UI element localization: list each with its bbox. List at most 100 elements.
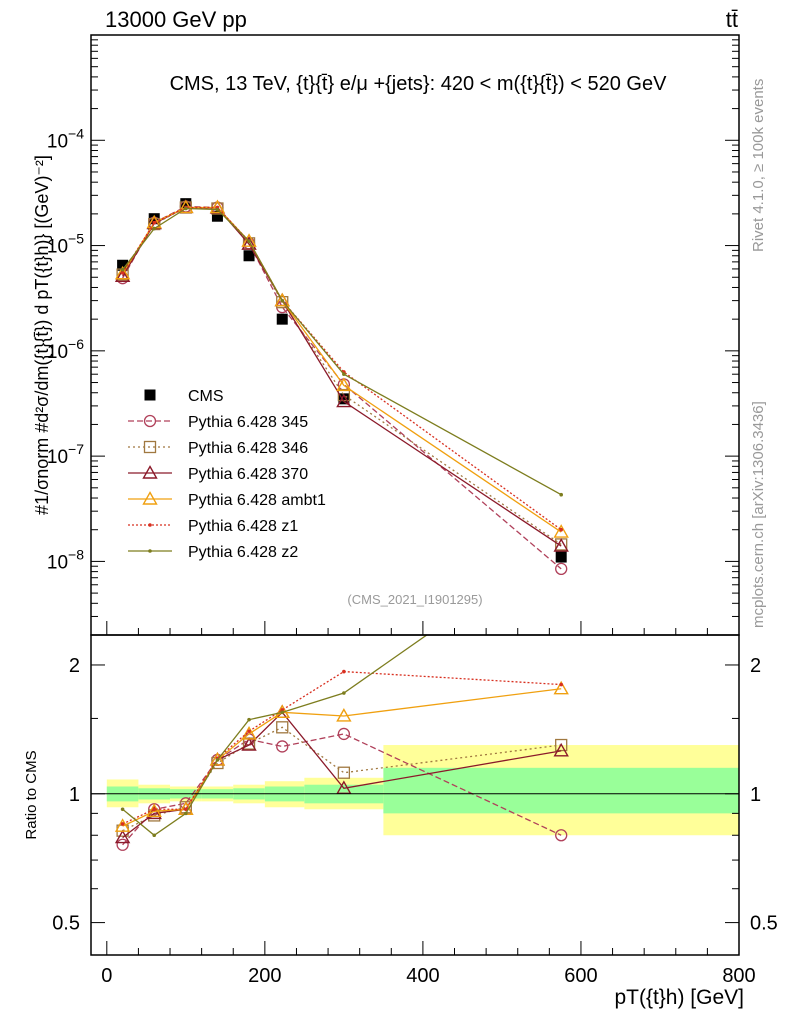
x-axis-label: pT({t}h) [GeV]: [614, 986, 744, 1009]
ratio-y-tick-label: 0.5: [52, 913, 80, 935]
ratio-uncertainty-bands: [106, 745, 739, 836]
series-line: [122, 206, 562, 533]
legend-entry: Pythia 6.428 z1: [128, 518, 298, 535]
legend-label: Pythia 6.428 ambt1: [188, 492, 326, 509]
ratio-line: [122, 670, 562, 825]
data-point: [211, 210, 223, 222]
legend-label: Pythia 6.428 346: [188, 440, 308, 457]
legend-entry: Pythia 6.428 346: [128, 440, 308, 457]
legend-marker: [144, 389, 156, 401]
main-y-tick-label: 10−6: [47, 336, 84, 363]
data-point: [555, 562, 568, 575]
ratio-point: [152, 807, 157, 812]
data-point: [555, 551, 567, 563]
ratio-frame: [90, 634, 740, 956]
legend-marker: [142, 491, 158, 505]
ratio-point: [342, 669, 346, 674]
data-point: [338, 393, 350, 405]
legend-label: CMS: [188, 388, 224, 405]
band-green: [383, 767, 739, 814]
ratio-series-group: [114, 635, 569, 851]
ratio-point: [184, 811, 188, 816]
data-point: [559, 527, 563, 532]
data-point: [152, 220, 157, 225]
data-point: [247, 239, 251, 244]
data-point: [559, 492, 563, 497]
data-point: [117, 259, 129, 271]
ratio-point: [241, 737, 257, 751]
ratio-point: [553, 742, 569, 757]
x-tick-label: 200: [248, 965, 281, 987]
ratio-point: [555, 829, 568, 842]
main-y-tick-label: 10−7: [47, 441, 84, 468]
x-tick-label: 400: [406, 965, 439, 987]
axis-ticks: 0 200 400 600 800 10−8 10−7 10−6 10−5 10−4 0.5 0.5 1…: [47, 39, 778, 987]
legend-label: Pythia 6.428 345: [188, 414, 308, 431]
data-point: [274, 292, 290, 307]
data-point: [241, 233, 257, 247]
ratio-y-tick-label-right: 0.5: [750, 913, 778, 935]
ratio-point: [215, 758, 220, 762]
ratio-point: [116, 838, 129, 851]
ratio-point: [342, 691, 346, 695]
data-point: [180, 198, 192, 210]
legend-marker: [148, 549, 152, 553]
ratio-point: [247, 717, 251, 722]
data-point: [114, 268, 131, 283]
data-point: [114, 265, 131, 280]
legend-label: Pythia 6.428 z2: [188, 544, 298, 561]
data-point: [280, 298, 285, 303]
data-point: [276, 313, 288, 325]
ratio-point: [114, 829, 131, 844]
ratio-point: [184, 807, 188, 812]
ratio-point: [120, 807, 125, 812]
ratio-point: [247, 729, 251, 734]
ratio-y-axis-label: Ratio to CMS: [23, 750, 40, 839]
ratio-point: [146, 803, 162, 818]
data-point: [241, 236, 257, 250]
ratio-point: [553, 680, 569, 695]
data-point: [211, 202, 224, 215]
ratio-point: [337, 766, 351, 779]
ratio-point: [114, 818, 131, 832]
ratio-y-tick-label-right: 2: [750, 655, 761, 677]
ratio-point: [336, 708, 352, 722]
ratio-point: [337, 727, 351, 741]
ratio-line: [122, 688, 562, 827]
legend-marker: [142, 465, 158, 479]
legend-entry: Pythia 6.428 ambt1: [128, 491, 326, 509]
mcplots-text: mcplots.cern.ch [arXiv:1306.3436]: [750, 401, 767, 628]
main-y-tick-label: 10−8: [47, 546, 84, 573]
ratio-point: [276, 740, 289, 753]
main-y-tick-label: 10−4: [47, 125, 84, 152]
data-point: [336, 377, 352, 392]
header-right: tt̄: [726, 7, 738, 32]
ratio-point: [559, 682, 563, 687]
ratio-point: [241, 726, 257, 740]
data-point: [120, 271, 125, 275]
data-point: [152, 226, 157, 231]
x-tick-label: 0: [101, 965, 112, 987]
ratio-point: [152, 833, 157, 838]
legend-marker: [143, 440, 157, 454]
ratio-point: [120, 822, 125, 826]
legend-marker: [148, 523, 152, 527]
ratio-point: [276, 721, 289, 734]
legend-entry: Pythia 6.428 z2: [128, 544, 298, 561]
analysis-watermark: (CMS_2021_I1901295): [347, 592, 482, 607]
chart-title: CMS, 13 TeV, {t}{t̄} e/μ +{jets}: 420 < …: [170, 73, 668, 95]
legend-entry: CMS: [144, 388, 224, 405]
series-line: [122, 206, 562, 531]
series-1: [116, 200, 568, 575]
series-2: [116, 201, 568, 551]
main-y-tick-label: 10−5: [47, 231, 84, 258]
legend: CMS Pythia 6.428 345 Pythia 6.428 346 Pythi…: [128, 388, 326, 561]
ratio-point: [280, 710, 285, 715]
series-4: [114, 199, 569, 538]
data-point: [215, 207, 220, 212]
ratio-y-tick-label: 2: [69, 655, 80, 677]
legend-entry: Pythia 6.428 345: [128, 414, 308, 431]
data-point: [342, 372, 346, 377]
ratio-series-5: [120, 635, 428, 838]
